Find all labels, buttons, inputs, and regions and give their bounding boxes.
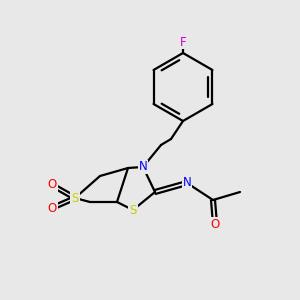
Text: O: O [47,202,57,214]
Text: N: N [139,160,147,173]
Text: F: F [180,35,186,49]
Text: N: N [183,176,191,190]
Text: O: O [47,178,57,191]
Text: O: O [210,218,220,230]
Text: S: S [71,191,79,205]
Text: S: S [129,203,137,217]
